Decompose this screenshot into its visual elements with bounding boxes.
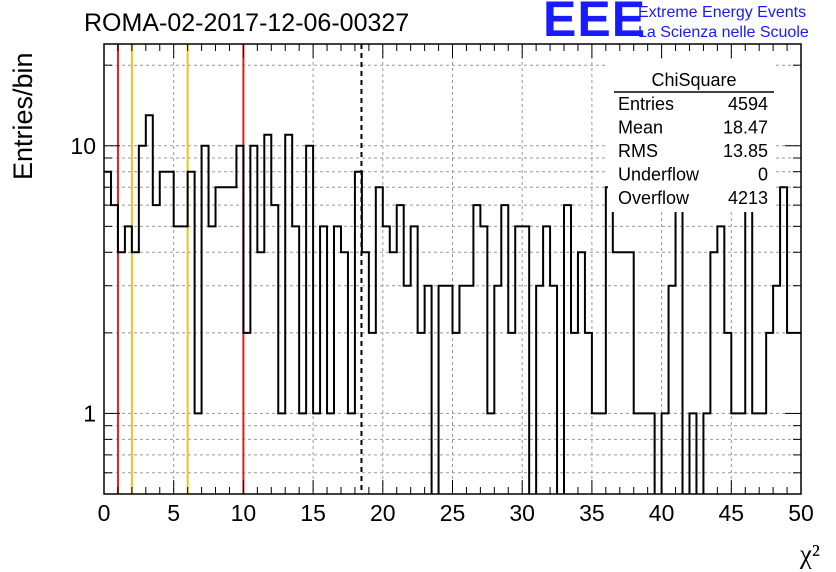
- stats-value: 4213: [728, 188, 768, 208]
- stats-label: Underflow: [618, 165, 700, 185]
- stats-value: 13.85: [723, 141, 768, 161]
- x-tick-label: 15: [300, 500, 326, 526]
- logo-line-1: Extreme Energy Events: [638, 4, 807, 21]
- x-tick-label: 20: [370, 500, 396, 526]
- run-title: ROMA-02-2017-12-06-00327: [84, 9, 410, 37]
- stats-label: Mean: [618, 118, 663, 138]
- x-axis-label: χ²: [799, 539, 820, 569]
- histogram-series: [104, 114, 801, 494]
- stats-value: 18.47: [723, 118, 768, 138]
- x-tick-label: 5: [167, 500, 180, 526]
- stats-title: ChiSquare: [651, 70, 736, 90]
- stats-label: Entries: [618, 94, 674, 114]
- eee-logo: EEE Extreme Energy Events La Scienza nel…: [543, 0, 833, 46]
- y-tick-label: 1: [83, 400, 96, 426]
- x-tick-label: 45: [719, 500, 745, 526]
- y-tick-label: 10: [70, 133, 96, 159]
- x-tick-label: 30: [509, 500, 535, 526]
- logo-line-2: La Scienza nelle Scuole: [638, 24, 809, 41]
- x-tick-label: 50: [788, 500, 814, 526]
- stats-label: Overflow: [618, 188, 690, 208]
- x-tick-label: 10: [231, 500, 257, 526]
- x-tick-label: 0: [98, 500, 111, 526]
- x-tick-label: 25: [440, 500, 466, 526]
- stats-value: 4594: [728, 94, 768, 114]
- x-tick-label: 35: [579, 500, 605, 526]
- stats-value: 0: [758, 165, 768, 185]
- x-tick-label: 40: [649, 500, 675, 526]
- stats-label: RMS: [618, 141, 658, 161]
- stats-box: [608, 62, 774, 212]
- logo-mark: EEE: [543, 0, 647, 47]
